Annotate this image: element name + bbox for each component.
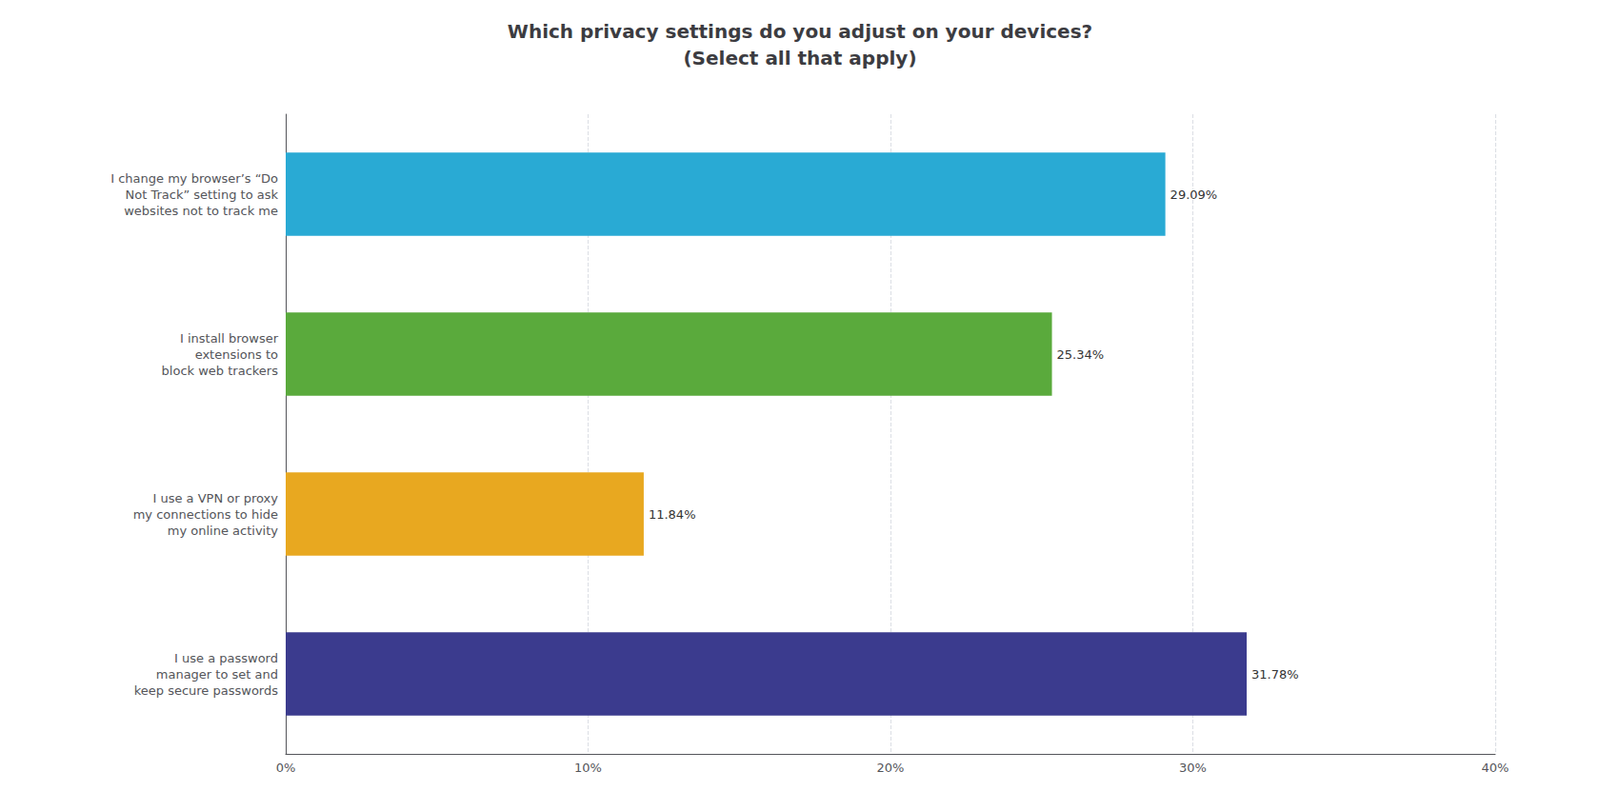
svg-text:31.78%: 31.78%	[1251, 667, 1300, 682]
svg-text:extensions to: extensions to	[195, 347, 279, 362]
svg-text:11.84%: 11.84%	[648, 507, 697, 522]
svg-text:block web trackers: block web trackers	[161, 363, 280, 379]
svg-text:Not Track” setting to ask: Not Track” setting to ask	[125, 187, 280, 202]
svg-text:10%: 10%	[574, 760, 602, 776]
svg-text:manager to set and: manager to set and	[156, 667, 279, 682]
svg-text:I use a VPN or proxy: I use a VPN or proxy	[153, 491, 280, 506]
svg-text:0%: 0%	[276, 760, 297, 776]
svg-text:29.09%: 29.09%	[1170, 187, 1219, 202]
svg-text:my connections to hide: my connections to hide	[133, 507, 279, 522]
svg-text:Which privacy settings do you: Which privacy settings do you adjust on …	[507, 20, 1093, 43]
svg-text:I use a password: I use a password	[174, 651, 279, 666]
svg-text:keep secure passwords: keep secure passwords	[134, 683, 280, 699]
svg-text:I install browser: I install browser	[180, 331, 280, 346]
svg-text:20%: 20%	[877, 760, 905, 776]
svg-text:my online activity: my online activity	[167, 523, 280, 539]
svg-text:30%: 30%	[1179, 760, 1207, 776]
svg-text:(Select all that apply): (Select all that apply)	[682, 46, 917, 70]
svg-text:websites not to track me: websites not to track me	[123, 203, 279, 219]
svg-text:25.34%: 25.34%	[1057, 347, 1105, 362]
svg-text:I change my browser’s “Do: I change my browser’s “Do	[110, 171, 279, 186]
svg-text:40%: 40%	[1481, 760, 1510, 776]
